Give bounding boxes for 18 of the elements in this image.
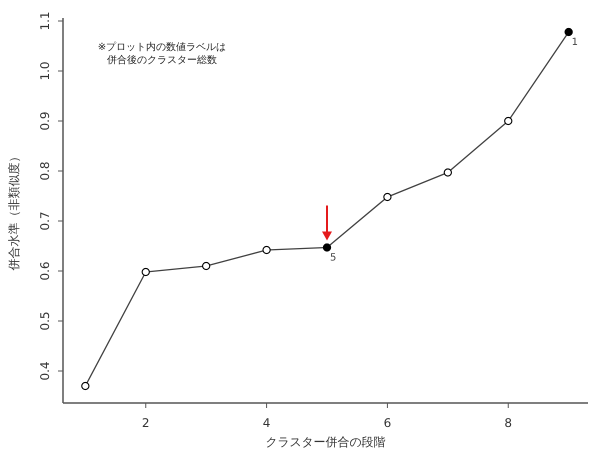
x-tick-label: 2 [142,416,150,430]
annotation: 1 [572,37,578,48]
y-tick-label: 0.5 [38,311,52,331]
annotation: 5 [330,252,336,264]
y-tick-label: 1.1 [38,11,52,31]
y-tick-label: 1.0 [38,61,52,81]
y-tick-label: 0.4 [38,361,52,381]
x-axis-title: クラスター併合の段階 [266,435,386,449]
annotation: ※プロット内の数値ラベルは [98,41,226,53]
annotation: 併合後のクラスター総数 [107,54,217,66]
x-tick-label: 6 [384,416,392,430]
y-tick-label: 0.8 [38,161,52,181]
x-tick-label: 4 [262,416,270,430]
y-axis-title: 併合水準（非類似度） [7,150,21,272]
y-tick-label: 0.9 [38,111,52,131]
y-tick-label: 0.6 [38,261,52,281]
y-tick-label: 0.7 [38,211,52,231]
x-tick-label: 8 [504,416,512,430]
